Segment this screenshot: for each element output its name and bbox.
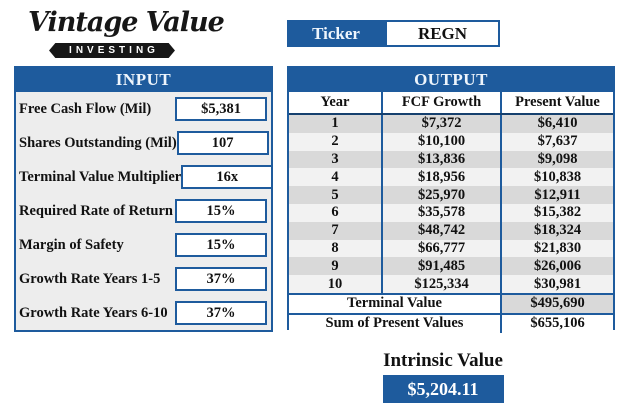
fcf-growth-cell: $25,970 <box>381 186 501 204</box>
input-value-box[interactable]: 15% <box>175 233 267 257</box>
present-value-cell: $26,006 <box>500 257 613 276</box>
year-cell: 9 <box>289 257 382 276</box>
year-cell: 5 <box>289 186 382 204</box>
ticker-label: Ticker <box>287 20 385 47</box>
summary-value: $495,690 <box>500 292 613 314</box>
present-value-cell: $18,324 <box>500 221 613 240</box>
year-cell: 4 <box>289 168 382 187</box>
logo-title: Vintage Value <box>28 7 225 38</box>
input-row: Shares Outstanding (Mil) 107 <box>16 126 271 160</box>
intrinsic-value-section: Intrinsic Value $5,204.11 <box>373 350 513 403</box>
year-cell: 6 <box>289 203 382 222</box>
year-cell: 7 <box>289 221 382 240</box>
summary-label: Sum of Present Values <box>289 312 501 333</box>
input-row: Growth Rate Years 1-5 37% <box>16 262 271 296</box>
year-cell: 1 <box>289 114 382 133</box>
present-value-cell: $9,098 <box>500 150 613 169</box>
input-row: Margin of Safety 15% <box>16 228 271 262</box>
input-value-box[interactable]: 37% <box>175 267 267 291</box>
table-row: 5 $25,970 $12,911 <box>289 186 613 204</box>
table-row: 2 $10,100 $7,637 <box>289 132 613 151</box>
fcf-growth-cell: $35,578 <box>381 203 501 222</box>
year-cell: 2 <box>289 132 382 151</box>
year-cell: 10 <box>289 275 382 294</box>
table-row: 1 $7,372 $6,410 <box>289 114 613 133</box>
input-row: Required Rate of Return 15% <box>16 194 271 228</box>
input-value-box[interactable]: 16x <box>181 165 274 189</box>
summary-row: Terminal Value $495,690 <box>289 292 613 314</box>
fcf-growth-cell: $18,956 <box>381 168 501 187</box>
input-row: Growth Rate Years 6-10 37% <box>16 296 271 330</box>
fcf-growth-cell: $66,777 <box>381 239 501 258</box>
ticker-value-field[interactable]: REGN <box>385 20 500 47</box>
table-row: 7 $48,742 $18,324 <box>289 221 613 240</box>
column-header-year: Year <box>289 92 382 115</box>
present-value-cell: $21,830 <box>500 239 613 258</box>
table-row: 9 $91,485 $26,006 <box>289 257 613 276</box>
input-panel: INPUT Free Cash Flow (Mil) $5,381 Shares O… <box>14 66 274 332</box>
present-value-cell: $15,382 <box>500 203 613 222</box>
output-table: Year FCF Growth Present Value 1 $7,372 $6,… <box>289 92 613 333</box>
input-row: Terminal Value Multiplier 16x <box>16 160 274 194</box>
fcf-growth-cell: $13,836 <box>381 150 501 169</box>
input-label: Free Cash Flow (Mil) <box>19 100 152 117</box>
summary-label: Terminal Value <box>289 292 501 314</box>
fcf-growth-cell: $91,485 <box>381 257 501 276</box>
input-label: Terminal Value Multiplier <box>19 168 182 185</box>
input-label: Growth Rate Years 1-5 <box>19 270 161 287</box>
fcf-growth-cell: $10,100 <box>381 132 501 151</box>
input-value-box[interactable]: 37% <box>175 301 267 325</box>
input-label: Growth Rate Years 6-10 <box>19 304 168 321</box>
column-header-present-value: Present Value <box>500 92 613 115</box>
table-row: 4 $18,956 $10,838 <box>289 168 613 187</box>
input-label: Required Rate of Return <box>19 202 173 219</box>
input-value-box[interactable]: 15% <box>175 199 267 223</box>
column-header-fcf-growth: FCF Growth <box>381 92 501 115</box>
fcf-growth-cell: $7,372 <box>381 114 501 133</box>
input-panel-header: INPUT <box>16 68 271 92</box>
present-value-cell: $30,981 <box>500 275 613 294</box>
vintage-value-logo: Vintage Value INVESTING <box>28 6 225 58</box>
input-rows: Free Cash Flow (Mil) $5,381 Shares Outstan… <box>16 92 274 330</box>
ticker-bar: Ticker REGN <box>287 20 500 47</box>
intrinsic-value-label: Intrinsic Value <box>383 350 503 371</box>
year-cell: 3 <box>289 150 382 169</box>
input-value-box[interactable]: $5,381 <box>175 97 267 121</box>
input-row: Free Cash Flow (Mil) $5,381 <box>16 92 271 126</box>
summary-row: Sum of Present Values $655,106 <box>289 312 613 333</box>
present-value-cell: $7,637 <box>500 132 613 151</box>
table-row: 6 $35,578 $15,382 <box>289 203 613 222</box>
intrinsic-value: $5,204.11 <box>382 375 504 403</box>
present-value-cell: $6,410 <box>500 114 613 133</box>
output-panel: OUTPUT Year FCF Growth Present Value 1 $7… <box>287 66 615 333</box>
fcf-growth-cell: $48,742 <box>381 221 501 240</box>
logo-subtitle-banner: INVESTING <box>49 43 175 58</box>
input-label: Margin of Safety <box>19 236 124 253</box>
input-label: Shares Outstanding (Mil) <box>19 134 177 151</box>
output-panel-header: OUTPUT <box>289 68 613 92</box>
present-value-cell: $10,838 <box>500 168 613 187</box>
fcf-growth-cell: $125,334 <box>381 275 501 294</box>
present-value-cell: $12,911 <box>500 186 613 204</box>
table-row: 8 $66,777 $21,830 <box>289 239 613 258</box>
summary-value: $655,106 <box>500 312 613 333</box>
year-cell: 8 <box>289 239 382 258</box>
table-row: 3 $13,836 $9,098 <box>289 150 613 169</box>
input-value-box[interactable]: 107 <box>176 131 269 155</box>
output-table-header-row: Year FCF Growth Present Value <box>289 92 613 115</box>
table-row: 10 $125,334 $30,981 <box>289 275 613 294</box>
